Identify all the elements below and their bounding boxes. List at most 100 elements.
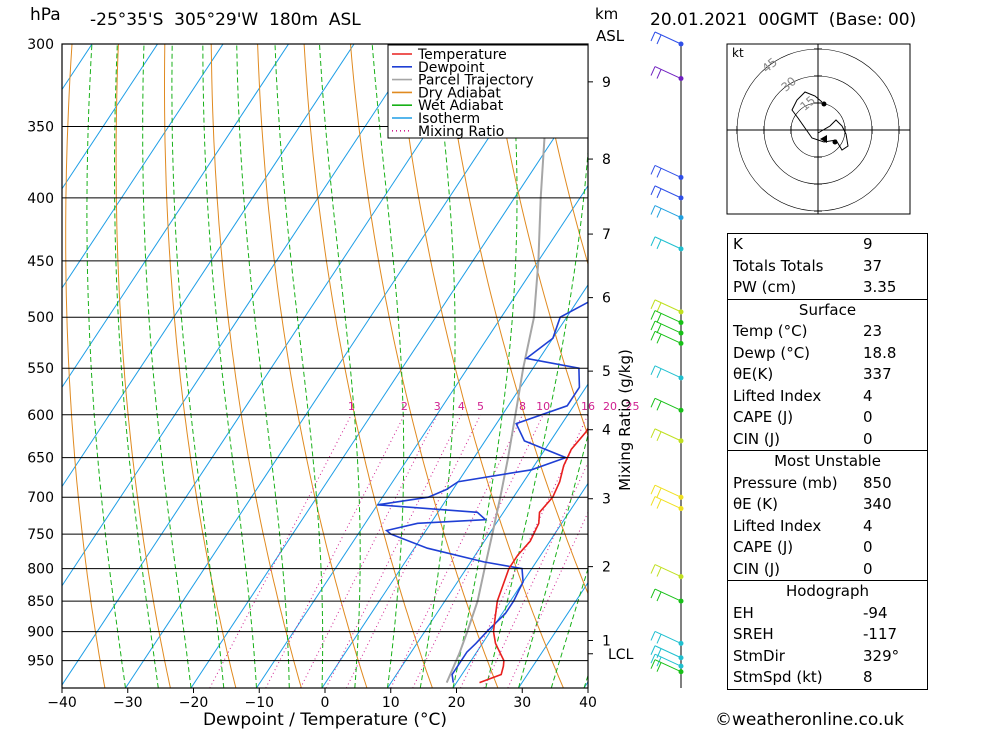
wind-barb (650, 496, 682, 510)
hpa-label: hPa (30, 5, 61, 25)
pressure-label: 500 (27, 310, 54, 326)
dry-adiabat-line (303, 44, 433, 688)
hodo-row: SREH -117 (733, 625, 898, 643)
pressure-label: 900 (27, 625, 54, 641)
isotherm-line (62, 44, 224, 289)
legend-label: Dewpoint (418, 60, 485, 76)
wind-barb (650, 236, 682, 250)
wind-barb (650, 310, 682, 324)
wind-barb (650, 299, 682, 313)
hodograph-point (821, 101, 827, 107)
wet-adiabat-line (274, 44, 324, 688)
surface-row: Dewp (°C) 18.8 (733, 343, 897, 362)
pressure-label: 950 (27, 654, 54, 670)
storm-motion-arrow (820, 135, 827, 143)
km-label: km (595, 5, 619, 23)
surface-row: θE(K) 337 (733, 365, 892, 383)
x-tick-label: 30 (513, 695, 531, 711)
dry-adiabat-line (164, 44, 237, 688)
pressure-label: 650 (27, 451, 54, 467)
mixing-ratio-label: 4 (458, 400, 465, 413)
legend-label: Dry Adiabat (418, 85, 501, 101)
wind-barb (650, 630, 682, 644)
hodo-row: StmDir 329° (733, 646, 900, 665)
surface-row: CAPE (J) 0 (733, 408, 873, 426)
wind-barb (650, 164, 682, 178)
km-tick-label: 2 (602, 560, 611, 576)
wind-barb (650, 205, 682, 219)
pressure-label: 800 (27, 562, 54, 578)
km-tick-label: 1 (602, 633, 611, 649)
mixing-ratio-line (300, 414, 438, 688)
mixing-ratio-line (390, 414, 523, 688)
legend-label: Mixing Ratio (418, 124, 504, 140)
location-title: -25°35'S 305°29'W 180m ASL (90, 10, 361, 30)
isotherm-line (0, 0, 25, 688)
wind-barb (650, 320, 682, 334)
pressure-label: 600 (27, 408, 54, 424)
dry-adiabat-line (396, 44, 564, 688)
surface-row: Lifted Index 4 (733, 386, 873, 405)
mixing-ratio-label: 5 (477, 400, 484, 413)
wet-adiabat-line (236, 44, 290, 688)
x-tick-label: −10 (244, 695, 274, 711)
hodograph-unit: kt (732, 46, 744, 60)
dewpoint-line (377, 301, 588, 683)
mixing-ratio-label: 3 (434, 400, 441, 413)
wind-barb (650, 31, 682, 45)
plot-frame (61, 43, 589, 689)
surface-title: Surface (728, 298, 927, 322)
dry-adiabat-line (985, 7, 1000, 714)
dry-adiabat-line (65, 44, 106, 688)
mu-row: CIN (J) 0 (733, 559, 873, 578)
mixing-ratio-label: 10 (536, 400, 550, 413)
most-unstable-title: Most Unstable (728, 450, 927, 473)
mu-row: θE (K) 340 (733, 495, 892, 513)
wet-adiabat-line (86, 44, 126, 688)
mixing-ratio-line (483, 461, 588, 688)
dry-adiabat-line (939, 7, 1000, 714)
mu-row: Lifted Index 4 (733, 516, 873, 535)
lcl-label: LCL (608, 647, 634, 663)
pressure-label: 450 (27, 254, 54, 270)
hodograph-table-title: Hodograph (728, 580, 927, 603)
pressure-label: 750 (27, 527, 54, 543)
index-row: PW (cm) 3.35 (733, 278, 897, 296)
km-tick-label: 8 (602, 152, 611, 168)
pressure-label: 550 (27, 361, 54, 377)
dry-adiabat-line (489, 44, 588, 437)
mixing-ratio-line (265, 414, 405, 688)
mixing-ratio-label: 25 (625, 400, 639, 413)
copyright: ©weatheronline.co.uk (715, 710, 905, 730)
wind-barb (650, 645, 682, 659)
wind-barb (650, 428, 682, 442)
mixing-ratio-line (345, 414, 481, 688)
dry-adiabat-line (115, 44, 171, 688)
x-axis-title: Dewpoint / Temperature (°C) (203, 710, 447, 730)
wind-barb (650, 185, 682, 199)
x-tick-label: 10 (382, 695, 400, 711)
pressure-label: 400 (27, 191, 54, 207)
x-tick-label: −40 (47, 695, 77, 711)
mixing-ratio-line (325, 414, 462, 688)
mixing-ratio-line (412, 414, 544, 688)
km-tick-label: 5 (602, 364, 611, 380)
wind-barb (650, 397, 682, 411)
surface-row: CIN (J) 0 (733, 429, 873, 448)
legend-label: Temperature (417, 47, 507, 63)
wet-adiabat-line (202, 44, 257, 688)
wind-barb (650, 484, 682, 498)
km-tick-label: 9 (602, 75, 611, 91)
wind-barb (650, 588, 682, 602)
index-row: Totals Totals 37 (733, 256, 883, 275)
x-tick-label: 40 (579, 695, 597, 711)
mixing-ratio-label: 1 (348, 400, 355, 413)
legend-box (387, 44, 589, 139)
dry-adiabat-line (257, 44, 368, 688)
x-tick-label: −30 (113, 695, 143, 711)
